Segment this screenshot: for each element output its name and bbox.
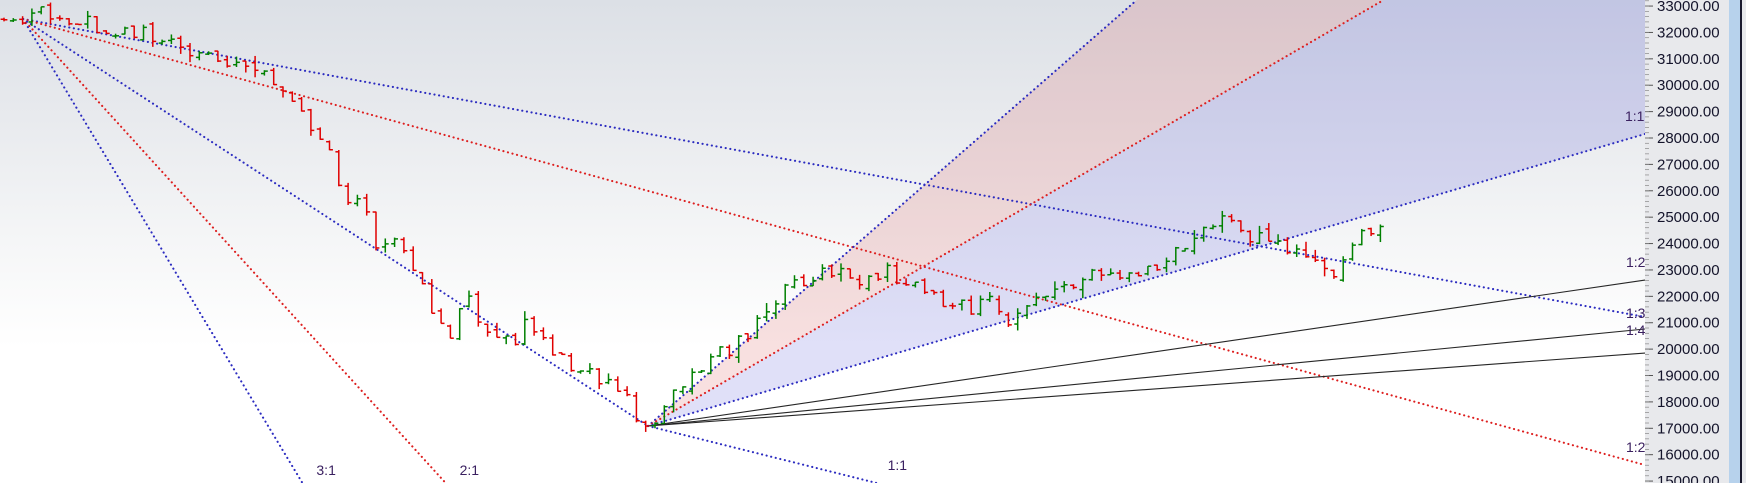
svg-text:23000.00: 23000.00	[1657, 262, 1720, 279]
svg-text:30000.00: 30000.00	[1657, 77, 1720, 94]
svg-text:1:1: 1:1	[888, 457, 908, 473]
svg-text:22000.00: 22000.00	[1657, 288, 1720, 305]
svg-text:21000.00: 21000.00	[1657, 315, 1720, 332]
svg-text:31000.00: 31000.00	[1657, 51, 1720, 68]
svg-text:28000.00: 28000.00	[1657, 130, 1720, 147]
svg-text:3:1: 3:1	[316, 462, 336, 478]
svg-text:1:2: 1:2	[1626, 439, 1646, 455]
svg-text:1:4: 1:4	[1626, 322, 1646, 338]
svg-text:25000.00: 25000.00	[1657, 209, 1720, 226]
svg-text:33000.00: 33000.00	[1657, 0, 1720, 15]
svg-text:18000.00: 18000.00	[1657, 394, 1720, 411]
svg-text:24000.00: 24000.00	[1657, 236, 1720, 253]
svg-text:29000.00: 29000.00	[1657, 104, 1720, 121]
svg-text:19000.00: 19000.00	[1657, 368, 1720, 385]
svg-text:32000.00: 32000.00	[1657, 24, 1720, 41]
svg-text:26000.00: 26000.00	[1657, 183, 1720, 200]
svg-text:15000.00: 15000.00	[1657, 473, 1720, 483]
svg-text:1:3: 1:3	[1626, 305, 1646, 321]
svg-text:16000.00: 16000.00	[1657, 447, 1720, 464]
svg-text:1:2: 1:2	[1626, 254, 1646, 270]
svg-text:2:1: 2:1	[460, 462, 480, 478]
svg-text:1:1: 1:1	[1625, 108, 1645, 124]
svg-text:17000.00: 17000.00	[1657, 420, 1720, 437]
svg-text:20000.00: 20000.00	[1657, 341, 1720, 358]
svg-text:27000.00: 27000.00	[1657, 156, 1720, 173]
